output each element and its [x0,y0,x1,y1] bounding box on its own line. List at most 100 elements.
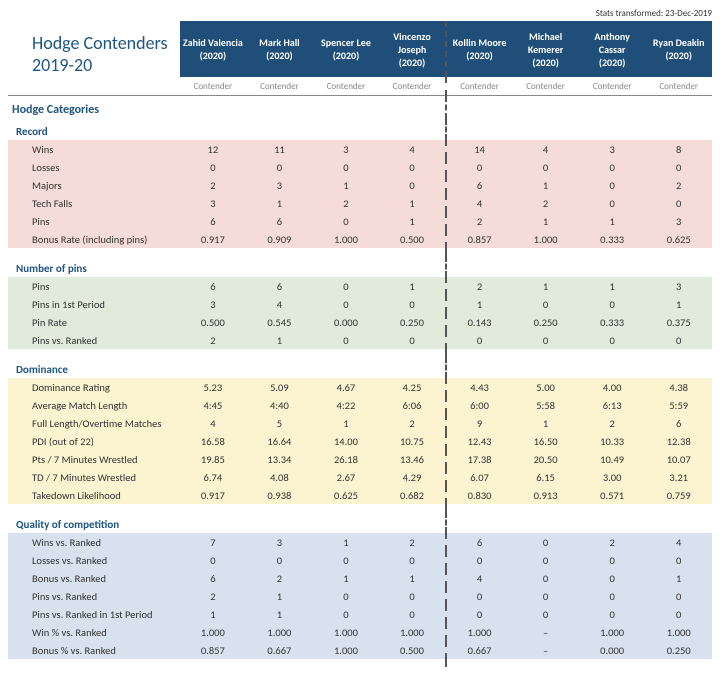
stat-value: 0 [379,158,446,176]
stat-value: 2 [446,277,513,295]
stat-value: 0.500 [379,641,446,659]
stat-value: 1.000 [446,623,513,641]
stat-value: 0.545 [246,313,313,331]
stat-value: 0.830 [446,486,513,504]
stat-value: 16.64 [246,432,313,450]
stat-value: 0 [645,551,712,569]
stat-label: Pin Rate [8,313,180,331]
stat-value: 0.625 [645,230,712,248]
stat-label: PDI (out of 22) [8,432,180,450]
stat-value: 10.75 [379,432,446,450]
stat-value: 5:58 [512,396,579,414]
stat-value: 0.909 [246,230,313,248]
stat-value: 0 [446,551,513,569]
stat-value: 0.917 [180,230,247,248]
stat-value: 0 [512,587,579,605]
stat-value: 2 [313,194,380,212]
stat-value: 0 [379,605,446,623]
stat-value: 0.571 [579,486,646,504]
stat-value: 1 [446,295,513,313]
stat-value: 2 [379,414,446,432]
stat-value: 0.917 [180,486,247,504]
wrestler-header: Vincenzo Joseph(2020) [379,21,446,77]
stat-value: 6 [645,414,712,432]
stat-value: 5.23 [180,378,247,396]
stat-label: Losses [8,158,180,176]
page-title: Hodge Contenders 2019-20 [32,22,182,76]
stat-value: 0 [379,551,446,569]
stat-value: 0 [379,176,446,194]
stat-value: 0 [512,295,579,313]
stat-value: 17.38 [446,450,513,468]
stat-value: 1 [313,176,380,194]
stat-value: 0 [645,587,712,605]
stat-value: 4.25 [379,378,446,396]
stat-value: 2 [246,569,313,587]
stat-value: 0 [446,158,513,176]
stat-value: 1 [313,533,380,551]
stat-value: 1.000 [645,623,712,641]
stat-value: – [512,641,579,659]
stat-value: 16.58 [180,432,247,450]
stat-value: 0 [579,551,646,569]
stat-value: 6 [180,277,247,295]
stat-value: 0 [579,331,646,349]
stat-value: 0.500 [379,230,446,248]
stat-value: 0 [579,295,646,313]
stat-value: 0 [180,158,247,176]
stat-value: 6:00 [446,396,513,414]
stat-value: 4 [246,295,313,313]
super-section-header: Hodge Categories [8,96,180,120]
stat-label: Pins vs. Ranked [8,331,180,349]
stat-value: 1 [579,212,646,230]
stat-value: 3 [579,140,646,158]
stat-value: 0 [313,277,380,295]
stat-value: 0.625 [313,486,380,504]
stat-value: 1.000 [313,230,380,248]
stat-label: Pins vs. Ranked [8,587,180,605]
stat-value: 0 [313,295,380,313]
stat-value: 4.08 [246,468,313,486]
stat-value: 0.857 [180,641,247,659]
stat-value: 12 [180,140,247,158]
stat-value: 1 [246,605,313,623]
stat-value: 0 [313,331,380,349]
stat-value: 5.00 [512,378,579,396]
stat-value: 6 [446,176,513,194]
stat-value: 0 [579,587,646,605]
stat-value: 0 [645,605,712,623]
wrestler-status: Contender [246,77,313,96]
stat-value: 0.000 [313,313,380,331]
stat-value: 3 [645,277,712,295]
stat-label: Pins [8,277,180,295]
stat-value: 4 [512,140,579,158]
stat-value: 1.000 [579,623,646,641]
stat-value: 6 [246,277,313,295]
wrestler-status: Contender [313,77,380,96]
wrestler-header: Zahid Valencia(2020) [180,21,247,77]
section-header: Dominance [8,357,180,378]
stat-value: 10.07 [645,450,712,468]
stat-value: 0 [246,551,313,569]
stat-value: 14.00 [313,432,380,450]
stat-value: 0 [512,569,579,587]
stat-value: 0 [579,158,646,176]
stat-value: 0.913 [512,486,579,504]
stat-value: 0 [579,176,646,194]
stat-value: 13.46 [379,450,446,468]
wrestler-status: Contender [446,77,513,96]
stat-value: 0 [579,605,646,623]
stat-label: Bonus % vs. Ranked [8,641,180,659]
stat-value: 1 [512,212,579,230]
stat-value: 5:59 [645,396,712,414]
stat-value: 7 [180,533,247,551]
stat-value: 0 [579,569,646,587]
stat-value: 19.85 [180,450,247,468]
stat-value: 20.50 [512,450,579,468]
stat-value: 0.500 [180,313,247,331]
stat-value: – [512,623,579,641]
stat-value: 10.33 [579,432,646,450]
stat-value: 0.667 [446,641,513,659]
stat-value: 2 [579,414,646,432]
stat-value: 0 [313,587,380,605]
